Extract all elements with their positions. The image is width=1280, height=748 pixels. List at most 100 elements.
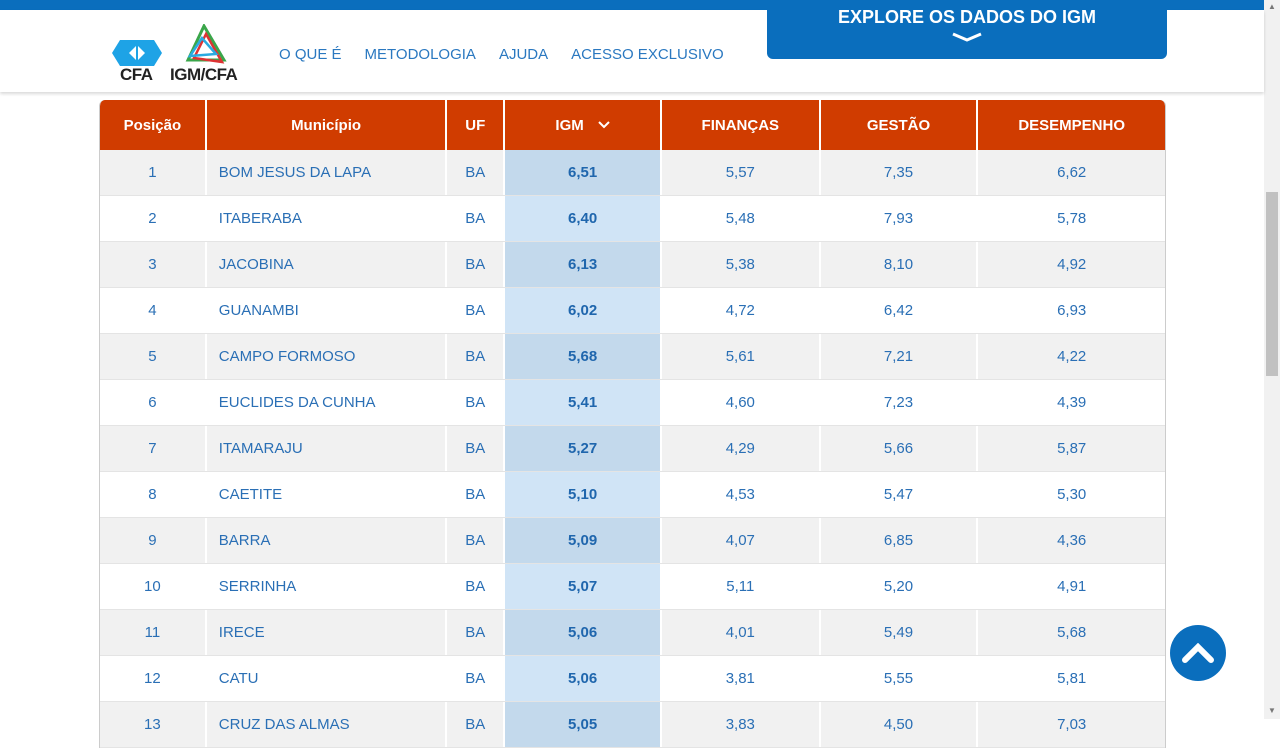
col-igm-label: IGM bbox=[555, 116, 584, 134]
nav-acesso-exclusivo[interactable]: ACESSO EXCLUSIVO bbox=[571, 46, 724, 63]
cell-uf: BA bbox=[447, 472, 506, 517]
cell-municipio: CAMPO FORMOSO bbox=[207, 334, 448, 379]
table-row[interactable]: 8 CAETITE BA 5,10 4,53 5,47 5,30 bbox=[100, 472, 1165, 518]
table-row[interactable]: 7 ITAMARAJU BA 5,27 4,29 5,66 5,87 bbox=[100, 426, 1165, 472]
cell-posicao: 3 bbox=[100, 242, 207, 287]
cell-uf: BA bbox=[447, 702, 506, 747]
cell-financas: 4,07 bbox=[662, 518, 821, 563]
table-row[interactable]: 9 BARRA BA 5,09 4,07 6,85 4,36 bbox=[100, 518, 1165, 564]
nav-o-que-e[interactable]: O QUE É bbox=[279, 46, 342, 63]
cell-posicao: 10 bbox=[100, 564, 207, 609]
cell-uf: BA bbox=[447, 334, 506, 379]
col-uf[interactable]: UF bbox=[447, 100, 506, 150]
cell-uf: BA bbox=[447, 518, 506, 563]
igm-logo[interactable]: IGM/CFA bbox=[170, 24, 246, 90]
top-bar bbox=[0, 0, 1264, 10]
cell-uf: BA bbox=[447, 564, 506, 609]
table-row[interactable]: 13 CRUZ DAS ALMAS BA 5,05 3,83 4,50 7,03 bbox=[100, 702, 1165, 748]
cell-posicao: 11 bbox=[100, 610, 207, 655]
col-financas[interactable]: FINANÇAS bbox=[662, 100, 821, 150]
cell-gestao: 7,21 bbox=[821, 334, 979, 379]
col-municipio[interactable]: Município bbox=[207, 100, 448, 150]
cell-gestao: 5,20 bbox=[821, 564, 979, 609]
cell-posicao: 5 bbox=[100, 334, 207, 379]
cell-desempenho: 5,87 bbox=[1057, 440, 1087, 457]
cell-gestao: 5,66 bbox=[821, 426, 979, 471]
cell-uf: BA bbox=[447, 426, 506, 471]
nav-metodologia[interactable]: METODOLOGIA bbox=[364, 46, 476, 63]
cell-municipio: CATU bbox=[207, 656, 448, 701]
explore-label: EXPLORE OS DADOS DO IGM bbox=[837, 7, 1097, 27]
cell-desempenho: 6,62 bbox=[1057, 164, 1087, 181]
scroll-down-arrow-icon[interactable]: ▼ bbox=[1268, 706, 1276, 715]
ranking-table: Posição Município UF IGM FINANÇAS GESTÃO… bbox=[99, 100, 1166, 748]
cell-igm: 5,06 bbox=[505, 610, 662, 655]
cell-igm: 6,51 bbox=[505, 150, 662, 195]
cell-desempenho: 4,92 bbox=[1057, 256, 1087, 273]
cfa-logo-icon bbox=[112, 40, 162, 66]
cell-financas: 5,48 bbox=[662, 196, 821, 241]
cell-posicao: 8 bbox=[100, 472, 207, 517]
cell-gestao: 6,85 bbox=[821, 518, 979, 563]
cell-desempenho: 6,93 bbox=[1057, 302, 1087, 319]
scroll-to-top-button[interactable] bbox=[1170, 625, 1226, 681]
cell-igm: 5,09 bbox=[505, 518, 662, 563]
cell-financas: 3,83 bbox=[662, 702, 821, 747]
cfa-logo[interactable]: CFA bbox=[112, 40, 162, 90]
cell-posicao: 13 bbox=[100, 702, 207, 747]
cell-posicao: 2 bbox=[100, 196, 207, 241]
igm-triangle-icon bbox=[185, 24, 227, 64]
cell-igm: 5,07 bbox=[505, 564, 662, 609]
cell-gestao: 7,93 bbox=[821, 196, 979, 241]
col-gestao[interactable]: GESTÃO bbox=[821, 100, 979, 150]
cell-uf: BA bbox=[447, 196, 506, 241]
scrollbar-thumb[interactable] bbox=[1266, 192, 1278, 376]
nav-ajuda[interactable]: AJUDA bbox=[498, 46, 549, 63]
cell-municipio: GUANAMBI bbox=[207, 288, 448, 333]
cfa-logo-text: CFA bbox=[120, 65, 153, 84]
cell-uf: BA bbox=[447, 288, 506, 333]
table-row[interactable]: 1 BOM JESUS DA LAPA BA 6,51 5,57 7,35 6,62 bbox=[100, 150, 1165, 196]
cell-financas: 3,81 bbox=[662, 656, 821, 701]
cell-municipio: BARRA bbox=[207, 518, 448, 563]
scrollbar[interactable]: ▲ ▼ bbox=[1264, 0, 1280, 719]
cell-igm: 5,27 bbox=[505, 426, 662, 471]
cell-desempenho: 4,22 bbox=[1057, 348, 1087, 365]
explore-data-button[interactable]: EXPLORE OS DADOS DO IGM bbox=[767, 0, 1167, 59]
table-row[interactable]: 5 CAMPO FORMOSO BA 5,68 5,61 7,21 4,22 bbox=[100, 334, 1165, 380]
cell-financas: 5,38 bbox=[662, 242, 821, 287]
cell-gestao: 7,35 bbox=[821, 150, 979, 195]
cell-financas: 5,61 bbox=[662, 334, 821, 379]
cell-desempenho: 5,78 bbox=[1057, 210, 1087, 227]
sort-chevron-down-icon bbox=[598, 121, 610, 129]
table-row[interactable]: 4 GUANAMBI BA 6,02 4,72 6,42 6,93 bbox=[100, 288, 1165, 334]
cell-posicao: 9 bbox=[100, 518, 207, 563]
cell-financas: 5,57 bbox=[662, 150, 821, 195]
cell-gestao: 7,23 bbox=[821, 380, 979, 425]
cell-gestao: 6,42 bbox=[821, 288, 979, 333]
table-header: Posição Município UF IGM FINANÇAS GESTÃO… bbox=[100, 100, 1165, 150]
cell-igm: 5,68 bbox=[505, 334, 662, 379]
cell-financas: 4,53 bbox=[662, 472, 821, 517]
cell-posicao: 4 bbox=[100, 288, 207, 333]
table-row[interactable]: 12 CATU BA 5,06 3,81 5,55 5,81 bbox=[100, 656, 1165, 702]
col-desempenho[interactable]: DESEMPENHO bbox=[1018, 116, 1125, 134]
cell-desempenho: 5,81 bbox=[1057, 670, 1087, 687]
cell-desempenho: 7,03 bbox=[1057, 716, 1087, 733]
scroll-up-arrow-icon[interactable]: ▲ bbox=[1268, 2, 1276, 11]
cell-municipio: EUCLIDES DA CUNHA bbox=[207, 380, 448, 425]
chevron-down-icon bbox=[952, 32, 982, 42]
cell-municipio: SERRINHA bbox=[207, 564, 448, 609]
table-row[interactable]: 11 IRECE BA 5,06 4,01 5,49 5,68 bbox=[100, 610, 1165, 656]
col-igm[interactable]: IGM bbox=[505, 100, 662, 150]
cell-igm: 5,05 bbox=[505, 702, 662, 747]
cell-igm: 5,10 bbox=[505, 472, 662, 517]
table-row[interactable]: 10 SERRINHA BA 5,07 5,11 5,20 4,91 bbox=[100, 564, 1165, 610]
cell-municipio: JACOBINA bbox=[207, 242, 448, 287]
table-row[interactable]: 3 JACOBINA BA 6,13 5,38 8,10 4,92 bbox=[100, 242, 1165, 288]
cell-financas: 4,29 bbox=[662, 426, 821, 471]
cell-gestao: 5,49 bbox=[821, 610, 979, 655]
col-posicao[interactable]: Posição bbox=[100, 100, 207, 150]
table-row[interactable]: 2 ITABERABA BA 6,40 5,48 7,93 5,78 bbox=[100, 196, 1165, 242]
table-row[interactable]: 6 EUCLIDES DA CUNHA BA 5,41 4,60 7,23 4,39 bbox=[100, 380, 1165, 426]
